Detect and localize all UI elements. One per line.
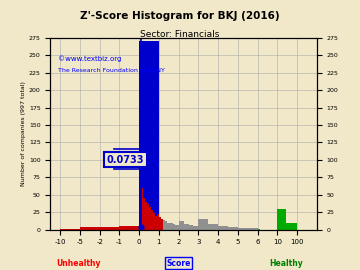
Bar — [143, 198, 145, 230]
Bar — [147, 204, 149, 230]
Bar — [286, 222, 297, 230]
Bar — [258, 229, 260, 230]
Bar — [175, 225, 177, 230]
Bar — [169, 222, 171, 230]
Bar — [198, 219, 208, 230]
Text: Score: Score — [166, 259, 191, 268]
Text: Z'-Score Histogram for BKJ (2016): Z'-Score Histogram for BKJ (2016) — [80, 11, 280, 21]
Text: 0.0733: 0.0733 — [107, 155, 144, 165]
Bar — [193, 226, 198, 229]
Bar — [139, 41, 159, 230]
Bar — [171, 223, 173, 230]
Bar — [60, 229, 80, 230]
Bar — [208, 224, 218, 230]
Text: Sector: Financials: Sector: Financials — [140, 30, 220, 39]
Bar — [184, 224, 189, 230]
Bar — [228, 227, 238, 230]
Bar — [145, 202, 147, 230]
Bar — [277, 209, 286, 230]
Text: Healthy: Healthy — [269, 259, 303, 268]
Bar — [149, 207, 151, 230]
Y-axis label: Number of companies (997 total): Number of companies (997 total) — [21, 81, 26, 186]
Bar — [151, 210, 153, 230]
Bar — [80, 227, 100, 230]
Bar — [189, 225, 193, 230]
Bar — [120, 226, 139, 229]
Bar — [157, 214, 159, 230]
Bar — [238, 228, 248, 230]
Bar — [161, 219, 163, 230]
Bar — [155, 215, 157, 230]
Bar — [248, 228, 258, 230]
Text: The Research Foundation of SUNY: The Research Foundation of SUNY — [58, 69, 165, 73]
Bar — [165, 221, 167, 230]
Bar — [167, 222, 169, 230]
Bar — [153, 213, 155, 230]
Bar — [177, 225, 179, 230]
Text: ©www.textbiz.org: ©www.textbiz.org — [58, 55, 122, 62]
Text: Unhealthy: Unhealthy — [56, 259, 100, 268]
Bar — [159, 217, 161, 230]
Bar — [179, 221, 184, 230]
Bar — [173, 224, 175, 230]
Bar — [141, 188, 143, 230]
Bar — [163, 220, 165, 230]
Bar — [218, 226, 228, 229]
Bar — [100, 227, 120, 230]
